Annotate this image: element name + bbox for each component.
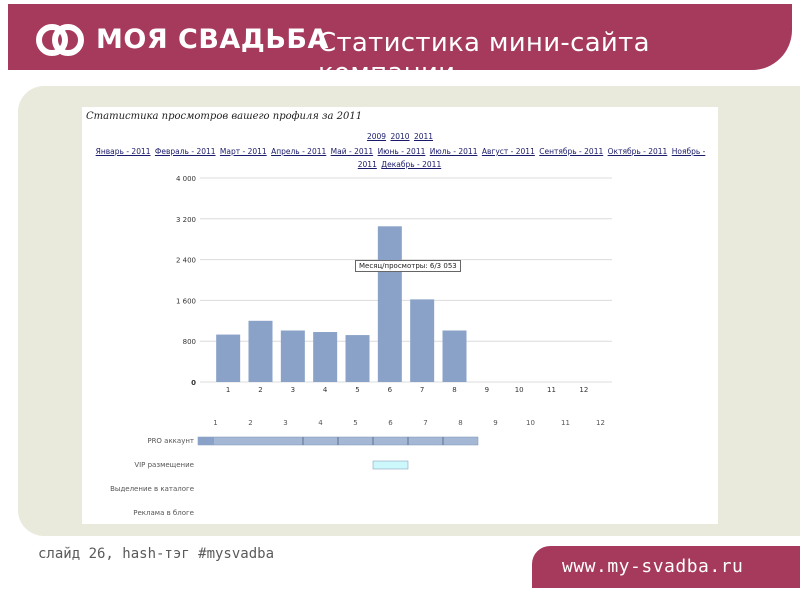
timeline-month-label: 12 — [596, 419, 605, 427]
timeline-month-label: 6 — [388, 419, 393, 427]
month-link[interactable]: Январь - 2011 — [95, 147, 151, 156]
x-tick-label: 10 — [515, 386, 524, 394]
brand-logo-text: МОЯ СВАДЬБА — [96, 24, 329, 55]
chart-bar — [248, 320, 273, 382]
chart-bar — [313, 332, 338, 382]
month-links: Январь - 2011 Февраль - 2011 Март - 2011… — [92, 145, 708, 171]
x-tick-label: 3 — [291, 386, 295, 394]
services-timeline: 1 2 3 4 5 6 7 8 9 10 11 12 — [197, 419, 605, 470]
timeline-month-label: 9 — [493, 419, 497, 427]
stats-card: Статистика просмотров вашего профиля за … — [82, 107, 718, 524]
timeline-month-label: 1 — [213, 419, 217, 427]
x-tick-label: 1 — [226, 386, 230, 394]
site-url[interactable]: www.my-svadba.ru — [562, 556, 744, 577]
y-tick-label: 3 200 — [176, 216, 196, 224]
month-link[interactable]: Август - 2011 — [481, 147, 535, 156]
stats-title: Статистика просмотров вашего профиля за … — [86, 111, 363, 122]
x-tick-label: 9 — [485, 386, 489, 394]
y-tick-label: 800 — [183, 338, 196, 346]
month-link[interactable]: Апрель - 2011 — [271, 147, 327, 156]
slide-caption: слайд 26, hash-тэг #mysvadba — [38, 546, 275, 562]
timeline-month-label: 5 — [353, 419, 357, 427]
timeline-month-label: 8 — [458, 419, 462, 427]
chart-bar — [377, 226, 402, 382]
footer-banner: www.my-svadba.ru — [532, 546, 800, 588]
year-link[interactable]: 2010 — [390, 132, 410, 141]
month-link[interactable]: Февраль - 2011 — [154, 147, 216, 156]
chart-bar — [280, 330, 305, 382]
timeline-bar — [372, 460, 409, 470]
y-tick-label: 2 400 — [176, 257, 196, 265]
year-links: 2009 2010 2011 — [82, 132, 718, 141]
month-link[interactable]: Ноябрь - 2011 — [357, 147, 706, 169]
month-link[interactable]: Октябрь - 2011 — [607, 147, 668, 156]
chart-bar — [345, 335, 370, 382]
timeline-label-catalog: Выделение в каталоге — [110, 485, 194, 493]
timeline-month-label: 2 — [248, 419, 252, 427]
x-tick-label: 6 — [388, 386, 393, 394]
timeline-month-label: 3 — [283, 419, 287, 427]
x-tick-label: 5 — [355, 386, 359, 394]
x-tick-label: 4 — [323, 386, 328, 394]
chart-tooltip: Месяц/просмотры: 6/3 053 — [355, 260, 461, 272]
month-link[interactable]: Декабрь - 2011 — [381, 160, 442, 169]
timeline-bar-start — [198, 437, 214, 445]
month-link[interactable]: Июль - 2011 — [429, 147, 478, 156]
month-link[interactable]: Март - 2011 — [219, 147, 267, 156]
year-link[interactable]: 2009 — [366, 132, 387, 141]
timeline-month-label: 4 — [318, 419, 323, 427]
year-link[interactable]: 2011 — [413, 132, 434, 141]
chart-bar — [442, 330, 467, 382]
y-tick-label: 0 — [191, 379, 196, 387]
month-link[interactable]: Май - 2011 — [330, 147, 374, 156]
x-tick-label: 11 — [547, 386, 556, 394]
month-link[interactable]: Сентябрь - 2011 — [539, 147, 604, 156]
month-link[interactable]: Июнь - 2011 — [377, 147, 426, 156]
x-tick-label: 2 — [258, 386, 262, 394]
timeline-label-vip: VIP размещение — [134, 461, 194, 469]
y-tick-label: 1 600 — [176, 297, 196, 305]
rings-logo-icon — [36, 24, 84, 56]
timeline-month-label: 7 — [423, 419, 427, 427]
timeline-label-blog: Реклама в блоге — [133, 509, 194, 517]
page-title: Статистика мини-сайта компании — [318, 28, 650, 88]
timeline-month-label: 10 — [526, 419, 535, 427]
x-tick-label: 7 — [420, 386, 424, 394]
y-tick-label: 4 000 — [176, 175, 196, 183]
chart-bar — [216, 334, 241, 382]
timeline-month-label: 11 — [561, 419, 570, 427]
chart-bar — [410, 299, 435, 382]
timeline-label-pro: PRO аккаунт — [147, 437, 194, 445]
x-tick-label: 12 — [579, 386, 588, 394]
x-tick-label: 8 — [452, 386, 456, 394]
header-banner: МОЯ СВАДЬБА Статистика мини-сайта компан… — [8, 4, 792, 88]
